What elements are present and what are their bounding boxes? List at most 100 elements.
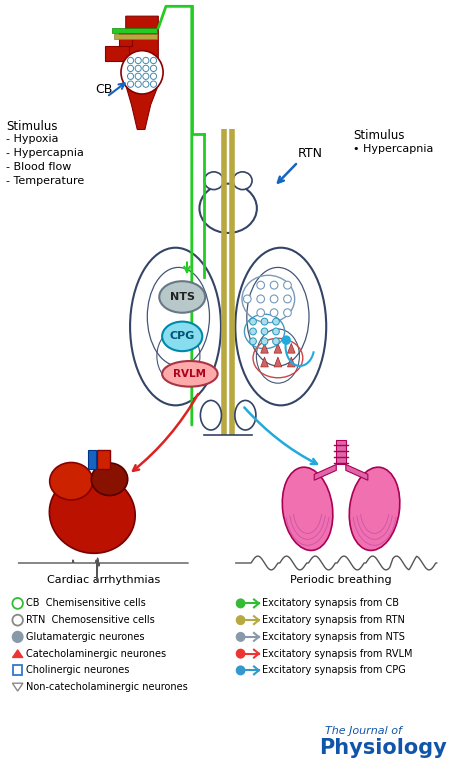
- Ellipse shape: [235, 401, 256, 430]
- Text: NTS: NTS: [170, 292, 195, 302]
- Text: RTN: RTN: [298, 147, 323, 160]
- Circle shape: [150, 73, 156, 79]
- Circle shape: [257, 282, 264, 289]
- Text: Non-catecholaminergic neurones: Non-catecholaminergic neurones: [26, 682, 188, 692]
- Circle shape: [150, 81, 156, 87]
- Circle shape: [250, 328, 256, 335]
- Text: Stimulus: Stimulus: [6, 120, 58, 133]
- Circle shape: [135, 81, 141, 87]
- Circle shape: [270, 282, 278, 289]
- Text: Excitatory synapsis from NTS: Excitatory synapsis from NTS: [262, 632, 404, 642]
- Circle shape: [244, 295, 251, 303]
- Text: Catecholaminergic neurones: Catecholaminergic neurones: [26, 649, 166, 658]
- Polygon shape: [114, 34, 157, 39]
- Ellipse shape: [162, 322, 202, 351]
- Circle shape: [12, 598, 23, 609]
- Polygon shape: [261, 343, 268, 353]
- Text: • Hypercapnia: • Hypercapnia: [354, 144, 434, 154]
- Ellipse shape: [204, 172, 223, 189]
- Bar: [336, 439, 346, 465]
- Text: - Temperature: - Temperature: [6, 175, 84, 185]
- Text: RTN  Chemosensitive cells: RTN Chemosensitive cells: [26, 615, 155, 625]
- Text: Excitatory synapsis from RVLM: Excitatory synapsis from RVLM: [262, 649, 412, 658]
- Polygon shape: [112, 28, 157, 33]
- Circle shape: [257, 309, 264, 317]
- Ellipse shape: [233, 172, 252, 189]
- Polygon shape: [97, 449, 109, 469]
- Circle shape: [135, 57, 141, 63]
- Circle shape: [143, 81, 149, 87]
- Text: The Journal of: The Journal of: [325, 726, 401, 736]
- Text: - Hypoxia: - Hypoxia: [6, 134, 59, 144]
- Ellipse shape: [50, 462, 93, 500]
- Text: Excitatory synapsis from CPG: Excitatory synapsis from CPG: [262, 665, 405, 675]
- Text: RVLM: RVLM: [173, 369, 206, 378]
- Circle shape: [261, 318, 268, 325]
- Ellipse shape: [283, 467, 333, 550]
- Text: CB: CB: [95, 82, 112, 95]
- Text: - Blood flow: - Blood flow: [6, 162, 72, 172]
- Text: Stimulus: Stimulus: [354, 130, 405, 143]
- Polygon shape: [12, 650, 23, 658]
- Circle shape: [121, 50, 163, 94]
- Ellipse shape: [200, 184, 257, 233]
- Text: Physiology: Physiology: [319, 739, 447, 758]
- Polygon shape: [105, 46, 128, 60]
- Polygon shape: [88, 449, 96, 469]
- Circle shape: [270, 295, 278, 303]
- Polygon shape: [126, 16, 158, 130]
- Circle shape: [12, 615, 23, 626]
- Circle shape: [273, 318, 279, 325]
- Circle shape: [128, 65, 134, 72]
- Circle shape: [283, 309, 292, 317]
- Polygon shape: [274, 343, 282, 353]
- Circle shape: [250, 338, 256, 345]
- Circle shape: [283, 295, 292, 303]
- Circle shape: [236, 616, 245, 625]
- Circle shape: [273, 328, 279, 335]
- Circle shape: [236, 599, 245, 608]
- Circle shape: [143, 57, 149, 63]
- Ellipse shape: [159, 282, 205, 313]
- Circle shape: [270, 309, 278, 317]
- Circle shape: [128, 73, 134, 79]
- Text: Excitatory synapsis from CB: Excitatory synapsis from CB: [262, 598, 399, 608]
- Circle shape: [261, 338, 268, 345]
- Polygon shape: [261, 357, 268, 367]
- Ellipse shape: [91, 463, 128, 495]
- Circle shape: [135, 65, 141, 72]
- Polygon shape: [346, 465, 368, 480]
- Circle shape: [283, 282, 292, 289]
- Ellipse shape: [162, 361, 218, 387]
- Polygon shape: [119, 31, 131, 46]
- Circle shape: [150, 57, 156, 63]
- Polygon shape: [287, 357, 295, 367]
- Polygon shape: [287, 343, 295, 353]
- Circle shape: [128, 81, 134, 87]
- Text: CB  Chemisensitive cells: CB Chemisensitive cells: [26, 598, 146, 608]
- Ellipse shape: [49, 474, 135, 553]
- Circle shape: [236, 633, 245, 642]
- Circle shape: [135, 73, 141, 79]
- Ellipse shape: [201, 401, 221, 430]
- Circle shape: [236, 666, 245, 674]
- Ellipse shape: [130, 248, 221, 405]
- Circle shape: [143, 73, 149, 79]
- Circle shape: [250, 318, 256, 325]
- Text: Excitatory synapsis from RTN: Excitatory synapsis from RTN: [262, 615, 404, 625]
- Ellipse shape: [349, 467, 400, 550]
- Text: - Hypercapnia: - Hypercapnia: [6, 148, 84, 158]
- Circle shape: [283, 336, 290, 344]
- Text: Cardiac arrhythmias: Cardiac arrhythmias: [47, 575, 160, 584]
- Text: Glutamatergic neurones: Glutamatergic neurones: [26, 632, 145, 642]
- Bar: [13, 665, 22, 675]
- Polygon shape: [314, 465, 336, 480]
- Polygon shape: [274, 357, 282, 367]
- Polygon shape: [12, 683, 23, 691]
- Text: CPG: CPG: [170, 331, 195, 341]
- Circle shape: [257, 295, 264, 303]
- Text: Cholinergic neurones: Cholinergic neurones: [26, 665, 130, 675]
- Circle shape: [261, 328, 268, 335]
- Circle shape: [12, 632, 23, 642]
- Circle shape: [150, 65, 156, 72]
